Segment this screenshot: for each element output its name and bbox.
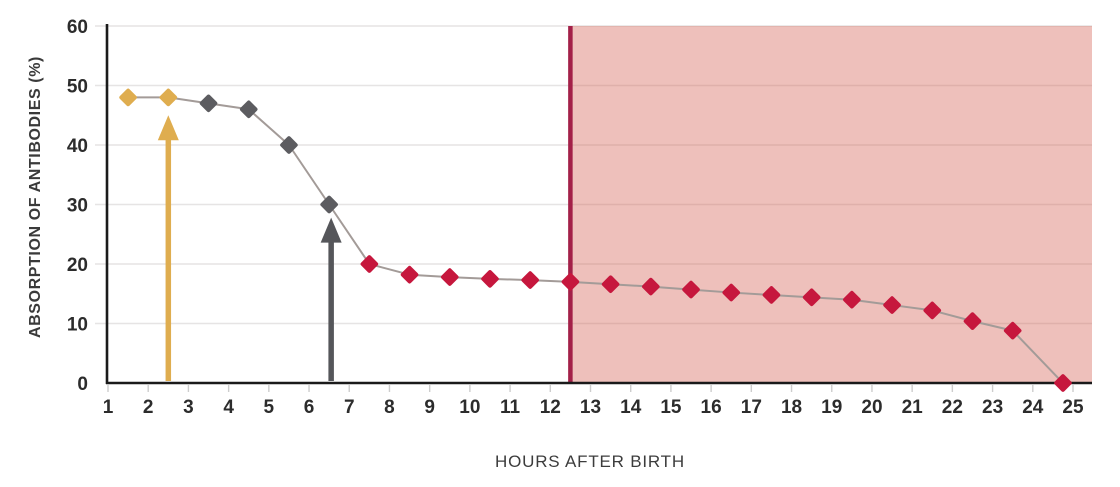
x-tick-label: 8: [384, 397, 395, 418]
x-tick-label: 6: [304, 397, 315, 418]
data-point-marker: [843, 290, 861, 309]
shaded-region: [570, 26, 1092, 383]
data-point-marker: [119, 88, 137, 107]
x-tick-label: 20: [861, 397, 882, 418]
x-tick-label: 17: [741, 397, 762, 418]
y-tick-label: 10: [67, 315, 88, 336]
x-tick-label: 13: [580, 397, 601, 418]
data-point-marker: [1003, 321, 1022, 340]
x-axis-title: HOURS AFTER BIRTH: [495, 452, 685, 471]
y-tick-label: 30: [67, 196, 88, 217]
data-point-marker: [320, 195, 338, 214]
x-tick-label: 23: [982, 397, 1003, 418]
x-tick-label: 7: [344, 397, 355, 418]
x-tick-label: 15: [660, 397, 682, 418]
y-tick-label: 20: [67, 255, 88, 276]
x-tick-label: 16: [701, 397, 722, 418]
data-point-marker: [963, 312, 982, 330]
x-tick-label: 18: [781, 397, 802, 418]
data-point-marker: [682, 280, 700, 299]
data-point-marker: [239, 100, 258, 119]
x-tick-label: 3: [183, 397, 194, 418]
data-point-marker: [1054, 374, 1072, 392]
x-tick-label: 1: [103, 397, 114, 418]
y-tick-label: 40: [67, 136, 88, 157]
data-point-marker: [601, 275, 620, 294]
data-point-marker: [722, 283, 741, 302]
x-tick-label: 22: [942, 397, 963, 418]
x-tick-label: 11: [500, 397, 521, 418]
x-tick-label: 12: [540, 397, 561, 418]
data-point-marker: [360, 255, 379, 273]
y-tick-label: 60: [67, 17, 88, 38]
data-point-marker: [280, 136, 298, 154]
data-point-marker: [883, 296, 901, 314]
data-point-marker: [159, 88, 178, 107]
data-point-marker: [521, 271, 539, 289]
data-point-marker: [400, 265, 419, 284]
gold-arrow-head: [157, 115, 179, 141]
data-point-marker: [199, 94, 218, 113]
x-tick-label: 21: [902, 397, 924, 418]
x-tick-label: 10: [459, 397, 480, 418]
data-point-marker: [923, 301, 942, 320]
data-point-marker: [642, 277, 660, 296]
x-tick-label: 4: [223, 397, 234, 418]
y-tick-label: 0: [77, 374, 88, 395]
x-tick-label: 24: [1022, 397, 1044, 418]
x-tick-label: 25: [1062, 397, 1084, 418]
data-point-marker: [762, 286, 781, 304]
data-point-marker: [440, 268, 459, 286]
data-point-marker: [561, 273, 580, 291]
x-tick-label: 19: [821, 397, 842, 418]
gray-arrow-head: [320, 217, 342, 243]
y-axis-title: ABSORPTION OF ANTIBODIES (%): [27, 56, 44, 338]
y-tick-label: 50: [67, 77, 88, 98]
data-point-marker: [802, 288, 821, 307]
x-tick-label: 14: [620, 397, 642, 418]
x-tick-label: 9: [424, 397, 435, 418]
data-point-marker: [481, 270, 499, 288]
x-tick-label: 2: [143, 397, 154, 418]
x-tick-label: 5: [264, 397, 275, 418]
